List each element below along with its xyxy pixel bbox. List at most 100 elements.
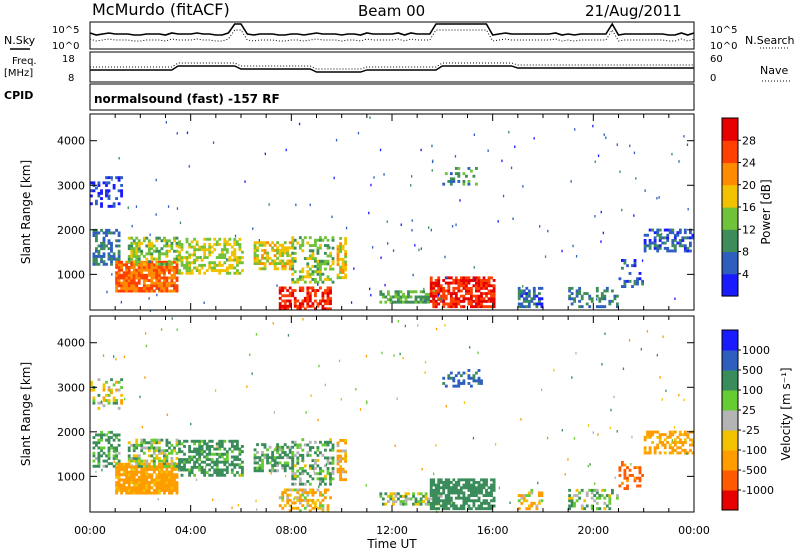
data-cell	[663, 241, 667, 245]
data-cell	[135, 281, 139, 285]
data-cell	[326, 259, 330, 263]
data-cell	[175, 249, 179, 253]
data-cell	[480, 507, 483, 511]
data-cell	[178, 458, 181, 462]
data-cell	[147, 271, 151, 275]
data-cell	[117, 239, 121, 243]
data-cell	[331, 280, 335, 284]
data-cell	[200, 445, 204, 448]
data-cell	[291, 488, 295, 492]
data-cell	[198, 256, 202, 260]
x-tick-label: 00:00	[74, 524, 106, 537]
data-cell	[314, 257, 317, 261]
data-cell	[213, 460, 217, 464]
data-cell	[137, 257, 141, 261]
data-cell	[303, 307, 307, 311]
data-cell	[205, 463, 209, 467]
data-cell	[668, 446, 672, 450]
data-cell	[190, 450, 194, 454]
data-cell	[130, 486, 134, 490]
data-cell	[288, 493, 292, 497]
data-cell	[291, 461, 295, 465]
colorbar-tick-label: 500	[742, 364, 763, 377]
data-cell	[317, 283, 319, 286]
data-cell	[132, 468, 136, 471]
data-cell	[520, 294, 524, 298]
data-cell	[95, 234, 98, 238]
data-cell	[653, 239, 657, 242]
data-cell	[480, 305, 483, 309]
data-cell	[225, 269, 229, 273]
data-cell	[651, 434, 653, 438]
data-cell	[422, 295, 426, 299]
data-cell	[477, 297, 481, 301]
data-cell	[225, 450, 229, 454]
data-cell	[233, 458, 237, 462]
data-cell	[306, 262, 310, 266]
data-cell	[472, 279, 476, 282]
data-cell	[253, 458, 257, 462]
colorbar-tick-label: 16	[742, 201, 756, 214]
data-cell	[454, 504, 458, 508]
data-cell	[575, 294, 579, 298]
data-cell	[324, 302, 327, 306]
data-cell	[475, 486, 478, 490]
data-cell	[117, 176, 121, 180]
data-cell	[336, 257, 340, 261]
data-cell	[344, 454, 348, 458]
data-cell	[449, 297, 453, 301]
data-cell	[311, 459, 315, 463]
data-cell	[309, 203, 311, 207]
data-cell	[283, 461, 287, 465]
colorbar-swatch	[722, 229, 738, 253]
data-cell	[447, 284, 451, 288]
data-cell	[434, 496, 438, 500]
data-cell	[616, 494, 619, 498]
data-cell	[142, 451, 146, 455]
data-cell	[311, 265, 315, 268]
data-cell	[553, 368, 555, 372]
data-cell	[176, 207, 179, 210]
data-cell	[142, 441, 146, 445]
data-cell	[459, 491, 463, 495]
data-cell	[183, 468, 186, 472]
data-cell	[407, 497, 410, 501]
data-cell	[263, 249, 267, 252]
data-cell	[107, 194, 111, 198]
data-cell	[137, 483, 141, 487]
data-cell	[492, 284, 496, 288]
data-cell	[110, 436, 113, 440]
colorbar-tick-label: 4	[742, 268, 749, 281]
data-cell	[485, 482, 487, 485]
data-cell	[291, 244, 295, 248]
data-cell	[117, 178, 121, 182]
data-cell	[447, 494, 451, 498]
data-cell	[393, 354, 395, 357]
data-cell	[568, 286, 572, 290]
data-cell	[303, 491, 307, 495]
data-cell	[429, 478, 433, 482]
data-cell	[137, 443, 141, 447]
data-cell	[160, 276, 164, 280]
data-cell	[387, 500, 390, 504]
data-cell	[105, 464, 108, 468]
data-cell	[107, 231, 111, 235]
data-cell	[671, 244, 675, 248]
data-cell	[188, 165, 190, 168]
data-cell	[263, 453, 267, 457]
data-cell	[462, 501, 466, 505]
data-cell	[341, 268, 345, 272]
data-cell	[462, 281, 466, 285]
data-cell	[322, 509, 325, 513]
data-cell	[170, 241, 174, 245]
data-cell	[155, 446, 159, 450]
data-cell	[459, 284, 463, 288]
data-cell	[437, 297, 441, 301]
data-cell	[263, 243, 267, 247]
data-cell	[686, 236, 690, 240]
data-cell	[595, 501, 599, 505]
data-cell	[111, 273, 113, 276]
data-cell	[487, 504, 491, 508]
data-cell	[127, 449, 131, 453]
